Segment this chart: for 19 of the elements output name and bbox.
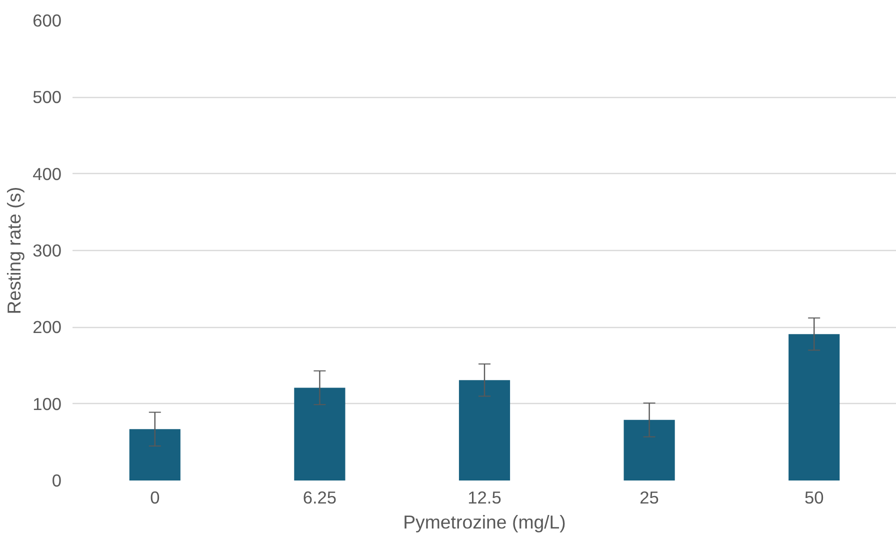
y-axis-title: Resting rate (s) bbox=[4, 186, 25, 314]
bar bbox=[294, 388, 346, 480]
y-tick-label: 200 bbox=[32, 317, 62, 338]
x-tick-label: 6.25 bbox=[302, 488, 337, 508]
y-tick-label: 500 bbox=[32, 87, 62, 108]
y-tick-label: 0 bbox=[52, 470, 62, 490]
bar bbox=[129, 429, 180, 480]
x-tick-label: 25 bbox=[640, 488, 659, 508]
y-tick-label: 400 bbox=[32, 164, 62, 184]
x-tick-label: 50 bbox=[804, 488, 824, 508]
bar bbox=[624, 420, 675, 480]
y-tick-label: 300 bbox=[32, 240, 62, 260]
bar bbox=[788, 334, 840, 480]
bar bbox=[458, 380, 510, 480]
x-tick-label: 0 bbox=[150, 488, 160, 508]
y-tick-label: 100 bbox=[32, 394, 62, 414]
x-axis-title: Pymetrozine (mg/L) bbox=[403, 512, 566, 532]
y-tick-label: 600 bbox=[32, 10, 62, 30]
x-tick-label: 12.5 bbox=[468, 488, 502, 508]
